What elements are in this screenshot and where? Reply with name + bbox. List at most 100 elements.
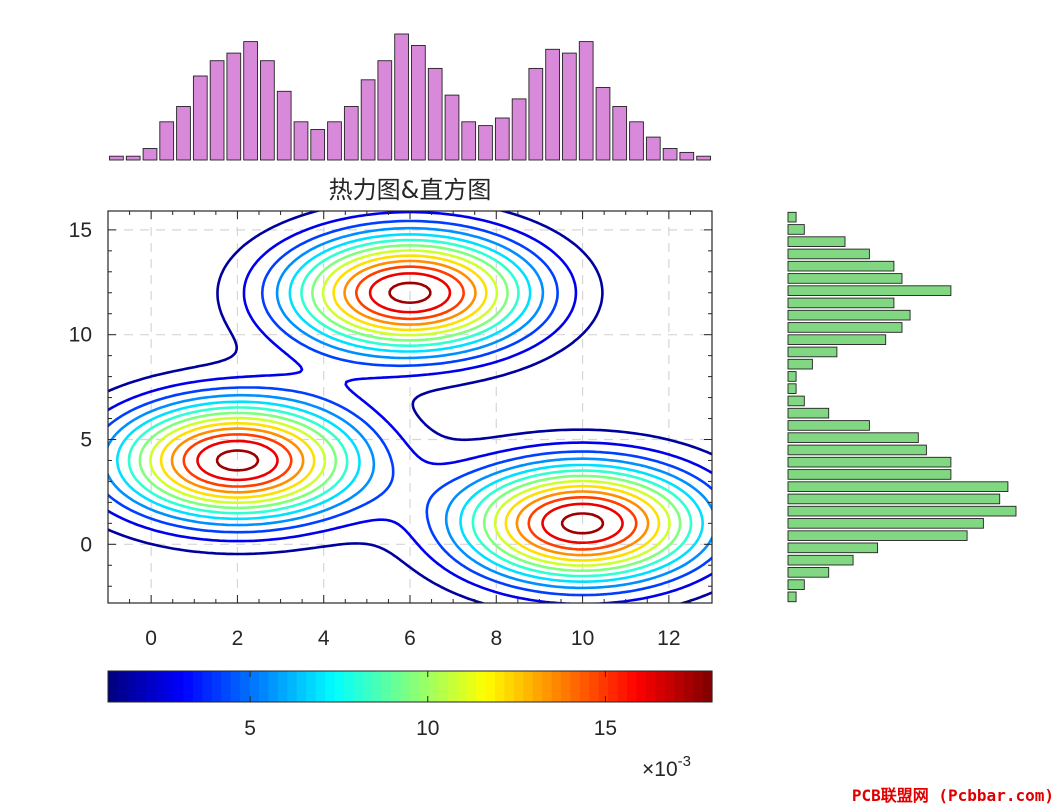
colorbar-segment: [561, 671, 572, 702]
colorbar-segment: [381, 671, 392, 702]
colorbar-segment: [504, 671, 515, 702]
colorbar-tick-label: 15: [594, 717, 617, 740]
top-histogram-bar: [662, 148, 678, 161]
x-tick-label: 0: [145, 627, 157, 650]
right-histogram-bar: [787, 273, 903, 284]
colorbar-segment: [164, 671, 175, 702]
colorbar-frame: [107, 670, 713, 703]
top-histogram-bar: [545, 48, 560, 161]
colorbar-segment: [617, 671, 628, 702]
top-histogram-bar: [696, 155, 711, 161]
top-histogram-bar: [125, 155, 141, 161]
colorbar-segment: [108, 671, 119, 702]
watermark: PCB联盟网 (Pcbbar.com): [851, 786, 1054, 805]
right-histogram-bar: [787, 224, 805, 235]
plot-frame: [107, 210, 713, 604]
colorbar-segment: [579, 671, 590, 702]
colorbar-segment: [117, 671, 128, 702]
top-histogram-bar: [159, 121, 175, 161]
top-histogram-bar: [260, 60, 275, 161]
top-histogram-bar: [243, 41, 258, 161]
right-histogram: [787, 211, 1017, 603]
top-histogram: [109, 33, 711, 161]
colorbar-segment: [494, 671, 505, 702]
top-histogram-bar: [293, 121, 309, 161]
top-histogram-bar: [461, 121, 477, 161]
right-histogram-bar: [787, 334, 887, 345]
contour-line: [159, 254, 661, 562]
right-histogram-bar: [787, 567, 830, 578]
colorbar-segment: [155, 671, 166, 702]
colorbar-tick-labels: 5 10 15: [244, 717, 617, 740]
colorbar-segment: [268, 671, 279, 702]
y-tick-label: 15: [69, 219, 92, 242]
chart-title: 热力图&直方图: [329, 176, 492, 204]
colorbar-segment: [277, 671, 288, 702]
right-histogram-bar: [787, 542, 879, 554]
colorbar-segment: [343, 671, 354, 702]
top-histogram-bar: [360, 79, 376, 161]
top-histogram-bar: [511, 98, 527, 161]
colorbar-segment: [230, 671, 241, 702]
colorbar-segment: [523, 671, 534, 702]
right-histogram-bar: [787, 407, 830, 419]
right-histogram-bar: [787, 505, 1017, 517]
colorbar-segment: [136, 671, 147, 702]
colorbar-segment: [259, 671, 270, 702]
contour-line: [116, 233, 704, 583]
right-histogram-bar: [787, 248, 870, 260]
right-histogram-bar: [787, 518, 984, 529]
x-tick-label: 8: [490, 627, 502, 650]
contour-lines: [108, 211, 712, 603]
right-histogram-bar: [787, 297, 895, 309]
colorbar-segment: [249, 671, 260, 702]
top-histogram-bar: [394, 33, 409, 161]
colorbar-segment: [372, 671, 383, 702]
right-histogram-bar: [787, 530, 968, 541]
top-histogram-bar: [411, 45, 426, 161]
colorbar-segment: [589, 671, 600, 702]
right-histogram-bar: [787, 309, 911, 321]
colorbar-segment: [410, 671, 421, 702]
contour-line: [149, 249, 671, 567]
top-histogram-bar: [192, 75, 208, 161]
top-histogram-bar: [276, 90, 292, 161]
right-histogram-bar: [787, 346, 838, 358]
top-histogram-bar: [444, 94, 460, 161]
top-histogram-bar: [612, 106, 628, 161]
contour-line: [108, 211, 712, 603]
y-tick-label: 10: [69, 324, 92, 347]
colorbar-segment: [306, 671, 317, 702]
colorbar-segment: [438, 671, 449, 702]
y-tick-label: 0: [80, 533, 92, 556]
right-histogram-bar: [787, 322, 903, 333]
colorbar-segment: [655, 671, 666, 702]
colorbar-segment: [551, 671, 562, 702]
colorbar-segment: [211, 671, 222, 702]
right-histogram-bar: [787, 591, 797, 603]
top-histogram-bar: [562, 52, 577, 161]
colorbar-tick-label: 10: [416, 717, 439, 740]
colorbar-segment: [126, 671, 137, 702]
top-histogram-bar: [494, 117, 510, 161]
colorbar-segment: [702, 671, 713, 702]
x-tick-label: 6: [404, 627, 416, 650]
colorbar-segment: [419, 671, 430, 702]
colorbar-segment: [542, 671, 553, 702]
top-histogram-bar: [226, 52, 242, 161]
top-histogram-bar: [679, 151, 695, 161]
colorbar-segment: [598, 671, 609, 702]
colorbar-segment: [466, 671, 477, 702]
top-histogram-bar: [595, 87, 611, 161]
colorbar-segment: [447, 671, 458, 702]
colorbar-segment: [636, 671, 647, 702]
right-histogram-bar: [787, 211, 797, 223]
right-histogram-bar: [787, 469, 952, 480]
contour-line: [108, 226, 712, 590]
top-histogram-bar: [578, 41, 594, 161]
right-histogram-bar: [787, 260, 895, 272]
contour-line: [182, 265, 638, 551]
contour-axes: 0 2 4 6 8 10 12 0 5 10 15: [69, 210, 713, 650]
colorbar-segment: [192, 671, 203, 702]
